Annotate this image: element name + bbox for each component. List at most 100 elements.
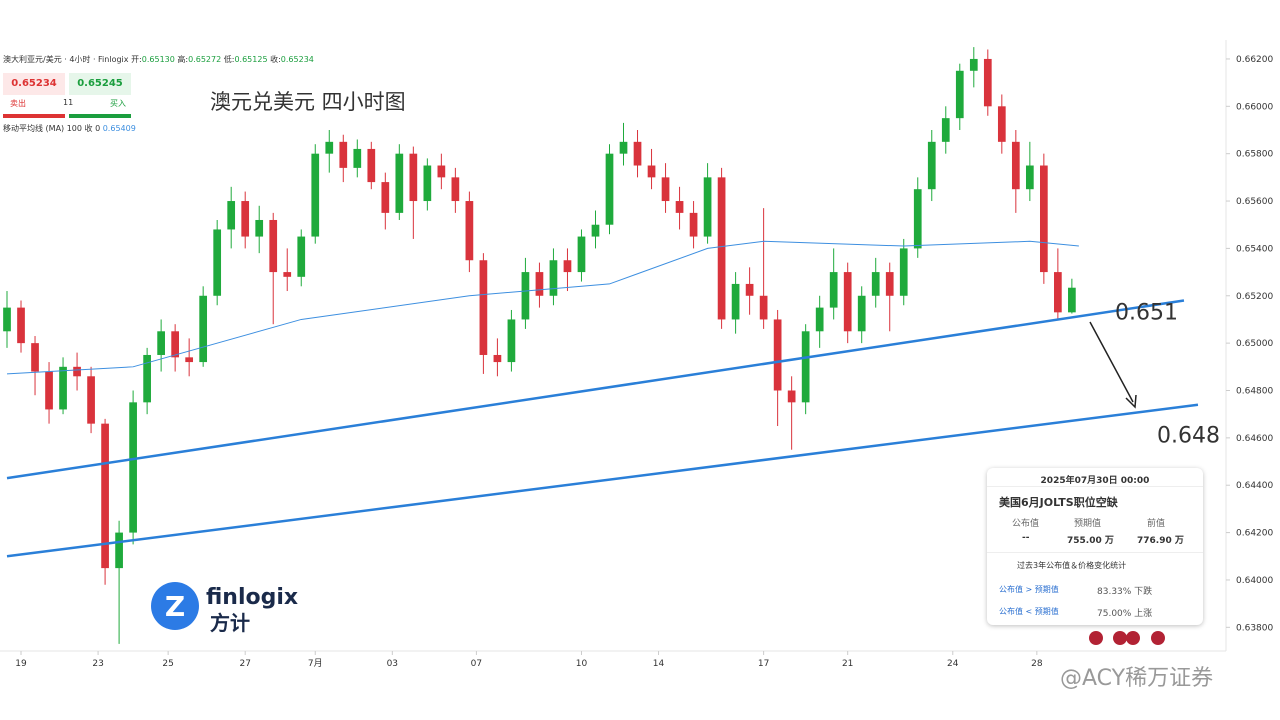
ma-legend: 移动平均线 (MA) 100 收 0 0.65409 [3, 123, 136, 134]
candle-body [1039, 165, 1048, 273]
candle-body [829, 272, 838, 308]
condition: 公布值 < 预期值 [999, 607, 1059, 616]
x-tick-label: 24 [947, 659, 959, 669]
event-date: 2025年07月30日 00:00 [1040, 476, 1150, 486]
candle-body [311, 153, 320, 237]
candle-body [927, 141, 936, 190]
logo: Z finlogix 方计 [151, 582, 298, 635]
buy-button[interactable]: 买入 [110, 99, 126, 108]
candle-body [87, 376, 95, 424]
candle-body [255, 219, 264, 237]
candle-body [367, 148, 376, 183]
result: 83.33% 下跌 [1097, 587, 1153, 597]
x-tick-label: 03 [387, 659, 398, 669]
label: 收: [270, 55, 281, 64]
candle-body [941, 118, 950, 142]
candle-body [479, 260, 488, 355]
candle-body [969, 58, 978, 71]
candle-body [507, 319, 516, 363]
candle-body [59, 366, 67, 410]
candle-body [633, 141, 642, 166]
candle-body [157, 331, 165, 355]
candle-body [493, 354, 502, 363]
candle-body [731, 283, 740, 320]
candle-body [983, 58, 992, 107]
candle-body [535, 272, 544, 296]
buy-bar [69, 114, 131, 118]
flag [1126, 631, 1140, 645]
candle-body [101, 423, 109, 569]
candle-body [395, 153, 404, 213]
label: 高: [177, 55, 189, 64]
candle-body [717, 177, 726, 320]
high: 0.65272 [188, 55, 222, 64]
candle-body [787, 390, 796, 403]
divider [987, 552, 1203, 553]
y-tick-label: 0.64000 [1236, 576, 1273, 586]
candle-body [759, 295, 768, 320]
candle-body [773, 319, 782, 391]
candle-body [353, 148, 362, 168]
ma-value: 0.65409 [102, 124, 136, 133]
watermark: @ACY稀万证券 [1060, 666, 1213, 691]
col-label: 公布值 [1012, 519, 1040, 529]
candle-body [843, 272, 852, 332]
previous: 776.90 万 [1137, 536, 1184, 546]
candle-body [871, 272, 880, 296]
x-tick-label: 25 [162, 659, 173, 669]
stats-link[interactable]: 过去3年公布值＆价格变化统计 [1017, 561, 1127, 570]
buy-price[interactable]: 0.65245 [69, 73, 131, 95]
candle-body [297, 236, 306, 277]
candle-body [17, 307, 25, 344]
trend-label: 0.651 [1115, 301, 1178, 326]
candle-body [465, 201, 474, 261]
arrow-head [1125, 394, 1137, 409]
y-tick-label: 0.63800 [1236, 623, 1273, 633]
logo-cn: 方计 [210, 611, 250, 635]
sell-button[interactable]: 卖出 [10, 99, 26, 108]
candle-body [675, 201, 684, 213]
candle-body [913, 189, 922, 249]
logo-letter: Z [165, 590, 185, 623]
forecast: 755.00 万 [1067, 536, 1114, 546]
x-tick-label: 07 [471, 659, 482, 669]
candle-body [619, 141, 628, 154]
y-tick-label: 0.65600 [1236, 197, 1273, 207]
x-tick-label: 7月 [308, 658, 323, 669]
y-tick-label: 0.64400 [1236, 481, 1273, 491]
candle-body [409, 153, 418, 202]
divider [987, 486, 1203, 487]
low: 0.65125 [234, 55, 268, 64]
sell-price[interactable]: 0.65234 [3, 73, 65, 95]
ma-line [6, 240, 1079, 375]
y-tick-label: 0.64200 [1236, 529, 1273, 539]
candle-body [661, 177, 670, 202]
y-tick-label: 0.66200 [1236, 55, 1273, 65]
close: 0.65234 [280, 55, 314, 64]
y-tick-label: 0.66000 [1236, 102, 1273, 112]
y-tick-label: 0.64600 [1236, 434, 1273, 444]
candle-body [955, 70, 964, 119]
candle-body [1011, 141, 1020, 190]
ma-params: 100 收 0 [66, 124, 101, 133]
event-card[interactable]: 2025年07月30日 00:00 美国6月JOLTS职位空缺 公布值 预期值 … [987, 468, 1203, 625]
candle-body [381, 182, 390, 213]
event-title: 美国6月JOLTS职位空缺 [999, 496, 1118, 509]
candle-body [1054, 272, 1062, 313]
x-tick-label: 17 [758, 659, 769, 669]
symbol-info: 澳大利亚元/美元 · 4小时 · Finlogix 开:0.65130 高:0.… [3, 54, 314, 65]
candle-body [325, 141, 334, 154]
candle-body [227, 201, 236, 230]
candle-body [549, 260, 558, 296]
trend-label: 0.648 [1157, 424, 1220, 449]
candle-body [885, 272, 894, 296]
candle-body [689, 212, 698, 237]
candle-body [143, 354, 151, 403]
candle-body [815, 307, 824, 332]
candle-body [269, 219, 278, 273]
y-tick-label: 0.65400 [1236, 244, 1273, 254]
candle-body [185, 357, 194, 363]
ma-label: 移动平均线 (MA) [3, 124, 65, 133]
